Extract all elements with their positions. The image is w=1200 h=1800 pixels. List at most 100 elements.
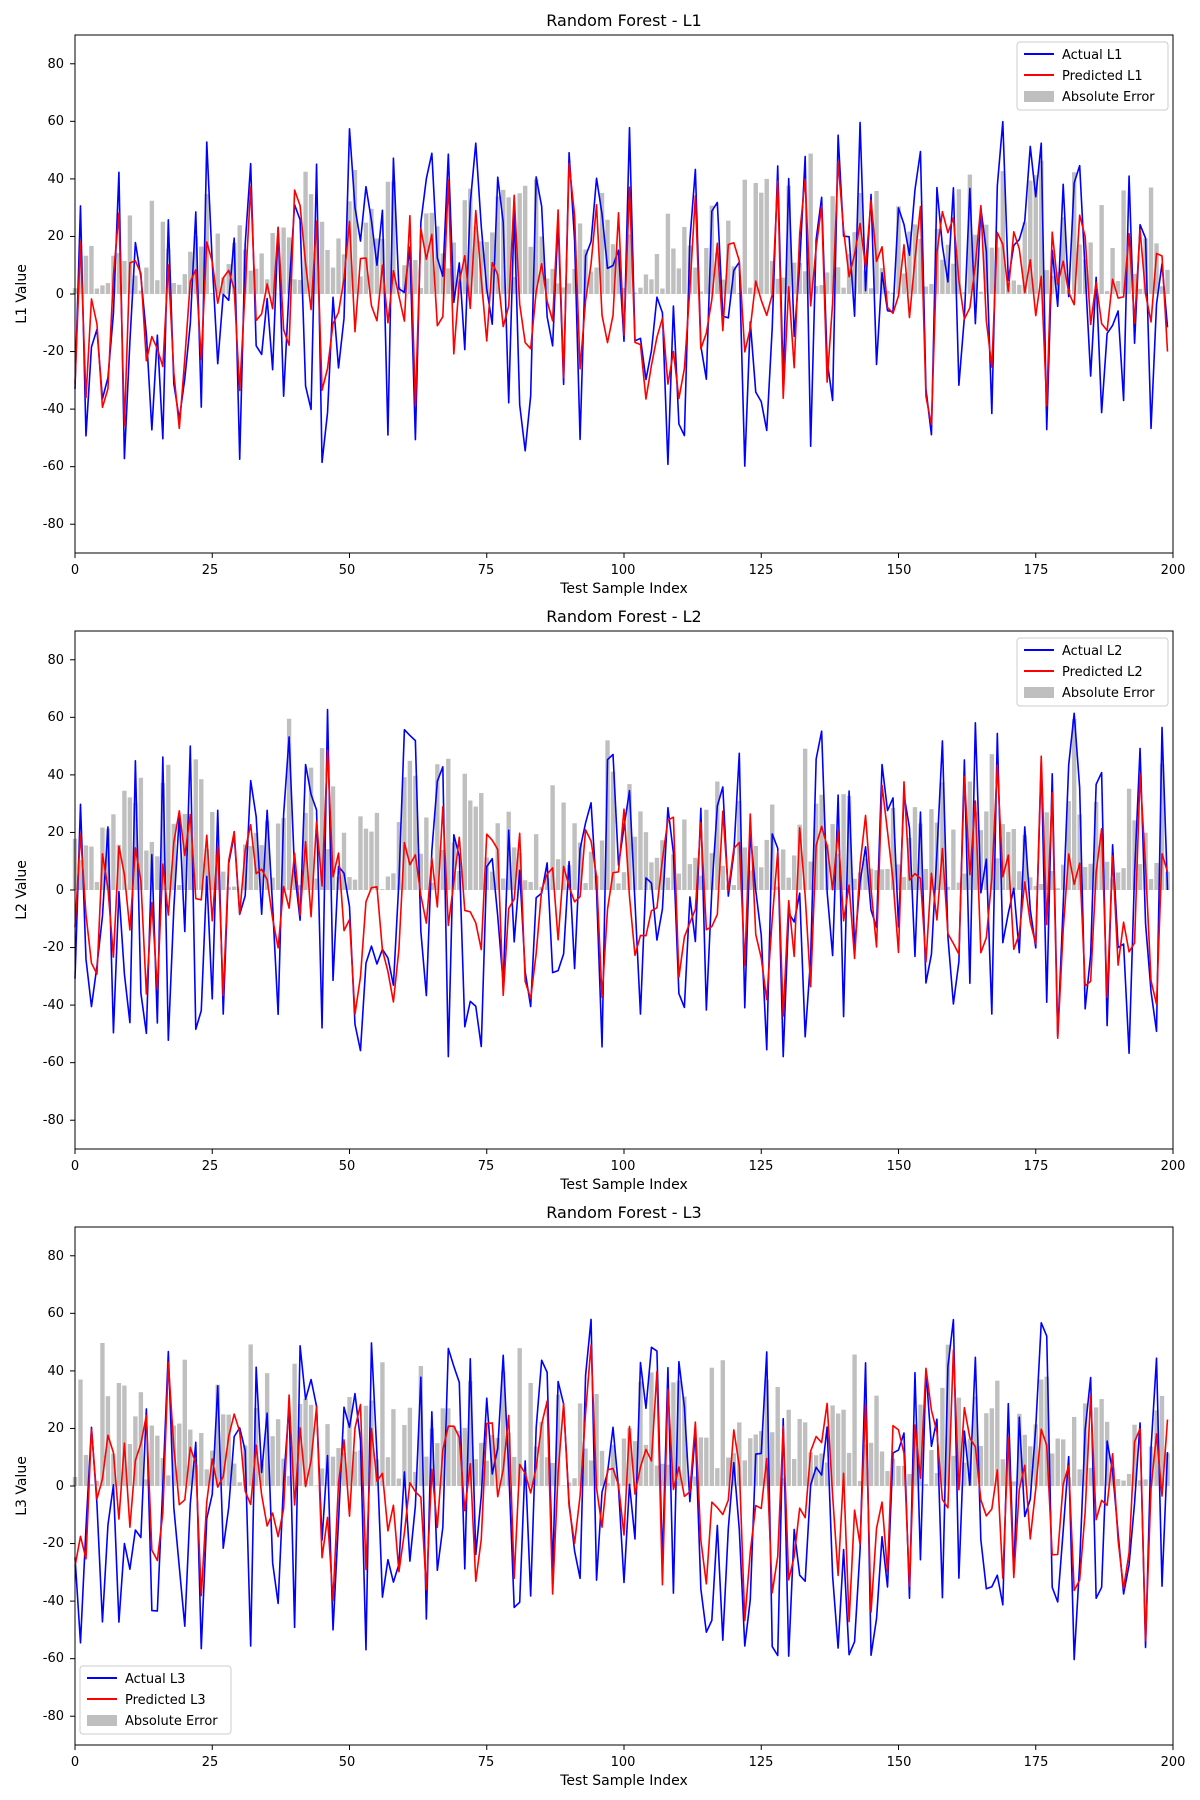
error-bar (149, 200, 155, 294)
error-bar (786, 877, 791, 890)
error-bar (424, 213, 429, 294)
error-bar (808, 153, 813, 294)
error-bar (720, 279, 726, 294)
error-bar (885, 1471, 890, 1486)
error-bar (555, 283, 561, 294)
error-bar (1006, 1452, 1011, 1486)
error-bar (797, 824, 802, 890)
error-bar (1088, 1467, 1093, 1486)
error-bar (1148, 879, 1154, 890)
error-bar (830, 824, 835, 890)
error-bar (308, 194, 314, 294)
error-bar (215, 1384, 220, 1486)
y-tick-label: 60 (47, 114, 64, 129)
error-bar (984, 1413, 989, 1486)
x-axis-label: Test Sample Index (559, 1177, 688, 1193)
error-bar (786, 185, 791, 294)
x-tick-label: 175 (1024, 1159, 1049, 1174)
error-bar (1011, 828, 1016, 890)
y-tick-label: -40 (43, 1594, 64, 1609)
error-bar (155, 1435, 160, 1486)
error-bar (374, 238, 380, 294)
error-bar (490, 871, 495, 890)
error-bar (797, 1418, 802, 1486)
error-bar (512, 277, 517, 294)
y-tick-label: -60 (43, 459, 64, 474)
error-bar (698, 291, 704, 294)
error-bar (1088, 242, 1093, 294)
y-tick-label: 80 (47, 1249, 64, 1264)
error-bar (253, 268, 259, 294)
error-bar (995, 247, 1000, 294)
error-bar (863, 1444, 868, 1486)
error-bar (1165, 269, 1170, 294)
error-bar (418, 853, 424, 890)
legend-swatch-error (1024, 91, 1054, 102)
error-bar (352, 1451, 358, 1486)
error-bar (1055, 888, 1060, 890)
error-bar (199, 246, 204, 294)
error-bar (462, 200, 467, 294)
error-bar (177, 885, 182, 890)
error-bar (753, 845, 758, 890)
error-bar (413, 1471, 418, 1486)
error-bar (270, 877, 275, 890)
error-bar (753, 182, 758, 294)
error-bar (1154, 243, 1159, 294)
error-bar (588, 271, 594, 294)
error-bar (215, 854, 220, 890)
error-bar (1132, 273, 1137, 294)
error-bar (506, 197, 511, 294)
error-bar (550, 785, 555, 890)
error-bar (940, 259, 945, 294)
error-bar (188, 821, 193, 890)
error-bar (912, 807, 918, 890)
error-bar (643, 274, 649, 294)
error-bar (325, 849, 330, 890)
error-bar (918, 823, 923, 890)
error-bar (171, 823, 177, 890)
error-bar (1077, 244, 1082, 294)
error-bar (133, 275, 138, 294)
error-bar (1028, 180, 1033, 294)
error-bar (1154, 1410, 1159, 1486)
error-bar (1088, 863, 1093, 890)
error-bar (1011, 280, 1016, 294)
legend-label: Predicted L3 (125, 1693, 206, 1708)
error-bar (1033, 175, 1038, 294)
error-bar (138, 290, 144, 294)
error-bar (671, 248, 676, 294)
x-tick-label: 150 (887, 1755, 912, 1770)
error-bar (94, 288, 100, 294)
error-bar (638, 287, 643, 294)
error-bar (1022, 1434, 1027, 1486)
error-bar (286, 237, 292, 294)
error-bar (490, 1435, 495, 1486)
error-bar (182, 1359, 187, 1486)
error-bar (188, 251, 193, 294)
chart-title: Random Forest - L1 (546, 11, 701, 30)
error-bar (1071, 172, 1077, 294)
error-bar (429, 212, 435, 294)
error-bar (451, 242, 456, 294)
error-bar (512, 1456, 517, 1486)
error-bar (879, 1451, 885, 1486)
error-bar (632, 292, 638, 294)
error-bar (533, 179, 539, 294)
error-bar (759, 1431, 764, 1486)
error-bar (385, 876, 391, 890)
error-bar (1033, 885, 1038, 890)
error-bar (1077, 814, 1082, 890)
error-bar (923, 1483, 929, 1486)
error-bar (402, 1424, 407, 1486)
error-bar (512, 847, 517, 890)
error-bar (599, 192, 605, 294)
legend-box (79, 1665, 232, 1735)
error-bar (989, 247, 995, 294)
error-bar (555, 859, 561, 890)
error-bar (687, 245, 693, 294)
error-bar (885, 868, 890, 890)
error-bar (1061, 864, 1066, 890)
error-bar (852, 232, 857, 294)
